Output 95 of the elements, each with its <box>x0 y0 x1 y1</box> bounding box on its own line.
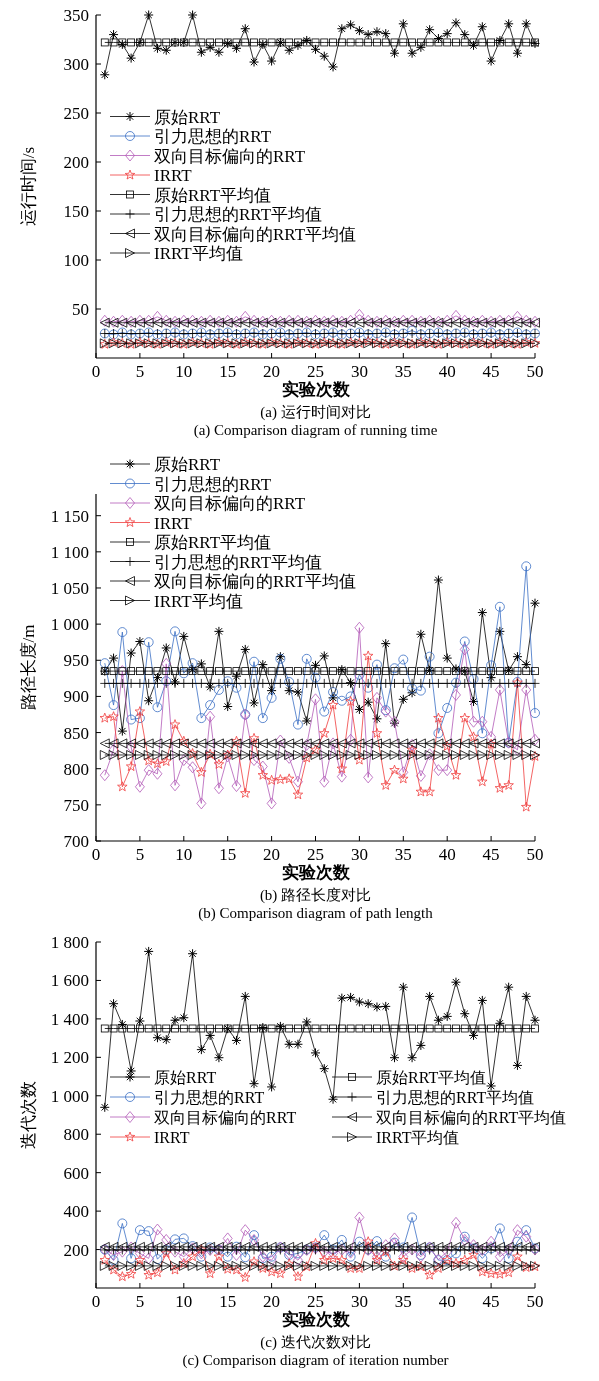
y-axis-title: 运行时间/s <box>19 146 38 227</box>
x-tick-label: 45 <box>482 1292 500 1311</box>
x-tick-label: 5 <box>135 362 145 381</box>
legend-label: 引力思想的RRT <box>154 474 272 494</box>
x-tick-label: 25 <box>307 1292 324 1311</box>
y-tick-label: 800 <box>63 759 89 779</box>
x-tick-label: 35 <box>394 362 412 381</box>
legend-label: 引力思想的RRT平均值 <box>376 1089 535 1106</box>
legend-label: 双向目标偏向的RRT平均值 <box>154 572 357 591</box>
x-tick-label: 0 <box>91 1292 101 1311</box>
legend-label: IRRT <box>154 166 193 185</box>
legend-label: 引力思想的RRT平均值 <box>154 205 323 224</box>
legend-label: IRRT <box>154 1129 190 1146</box>
x-axis-title: 实验次数 <box>281 1310 351 1329</box>
x-tick-label: 20 <box>263 845 281 864</box>
legend-label: IRRT平均值 <box>154 591 243 611</box>
text: (a) Comparison diagram of running time <box>193 422 438 439</box>
x-tick-label: 50 <box>526 1292 544 1311</box>
legend-label: 原始RRT平均值 <box>154 185 272 205</box>
x-tick-label: 40 <box>438 845 456 864</box>
text: (a) 运行时间对比 <box>260 404 371 421</box>
y-tick-label: 150 <box>63 202 89 221</box>
x-axis-title: 实验次数 <box>281 863 351 882</box>
y-tick-label: 1 600 <box>50 971 89 991</box>
x-tick-label: 50 <box>526 362 544 381</box>
y-tick-label: 1 150 <box>50 506 89 526</box>
y-tick-label: 350 <box>63 6 89 25</box>
legend-label: IRRT <box>154 513 193 533</box>
x-tick-label: 40 <box>438 362 456 381</box>
legend-label: 双向目标偏向的RRT <box>154 146 306 166</box>
y-tick-label: 700 <box>63 832 89 851</box>
x-tick-label: 15 <box>219 362 237 381</box>
x-tick-label: 0 <box>91 362 101 381</box>
x-tick-label: 30 <box>350 1292 368 1311</box>
y-tick-label: 250 <box>63 104 89 123</box>
y-tick-label: 200 <box>63 153 89 172</box>
x-tick-label: 30 <box>350 845 368 864</box>
x-tick-label: 40 <box>438 1292 456 1311</box>
y-tick-label: 100 <box>63 251 89 270</box>
x-tick-label: 5 <box>135 1292 145 1311</box>
text: (b) Comparison diagram of path length <box>198 905 434 922</box>
y-tick-label: 1 000 <box>50 615 89 635</box>
legend-label: 双向目标偏向的RRT平均值 <box>154 224 357 244</box>
x-tick-label: 10 <box>175 1292 193 1311</box>
legend-label: 引力思想的RRT平均值 <box>154 552 323 572</box>
x-tick-label: 20 <box>263 1292 281 1311</box>
y-tick-label: 750 <box>63 795 89 815</box>
legend-label: 原始RRT <box>154 1069 217 1086</box>
y-tick-label: 800 <box>63 1125 89 1145</box>
text: (c) 迭代次数对比 <box>260 1334 371 1351</box>
x-tick-label: 30 <box>350 362 368 381</box>
legend-label: 原始RRT <box>154 107 221 127</box>
x-axis-title: 实验次数 <box>281 380 351 399</box>
y-tick-label: 900 <box>63 687 89 707</box>
x-tick-label: 10 <box>175 845 193 864</box>
y-tick-label: 200 <box>63 1240 89 1260</box>
legend-label: 原始RRT平均值 <box>376 1069 487 1086</box>
legend-label: IRRT平均值 <box>376 1129 460 1146</box>
x-tick-label: 20 <box>263 362 281 381</box>
legend-label: 引力思想的RRT <box>154 127 272 146</box>
x-tick-label: 25 <box>307 362 324 381</box>
y-tick-label: 600 <box>63 1163 89 1183</box>
legend-label: 双向目标偏向的RRT平均值 <box>376 1109 567 1126</box>
legend-label: 原始RRT平均值 <box>154 533 272 552</box>
x-tick-label: 10 <box>175 362 193 381</box>
x-tick-label: 45 <box>482 845 500 864</box>
y-tick-label: 1 200 <box>50 1048 89 1068</box>
legend-label: 双向目标偏向的RRT <box>154 1109 297 1126</box>
y-tick-label: 300 <box>63 55 89 74</box>
y-tick-label: 1 800 <box>50 933 89 952</box>
x-tick-label: 0 <box>91 845 101 864</box>
y-axis-title: 迭代次数 <box>19 1081 38 1149</box>
x-tick-label: 35 <box>394 845 412 864</box>
y-tick-label: 1 100 <box>50 542 89 562</box>
y-axis-title: 路径长度/m <box>19 624 38 711</box>
y-tick-label: 850 <box>63 723 89 743</box>
legend-label: 双向目标偏向的RRT <box>154 494 306 513</box>
legend-label: 引力思想的RRT <box>154 1089 265 1106</box>
y-tick-label: 50 <box>72 300 89 319</box>
y-tick-label: 1 000 <box>50 1086 89 1106</box>
y-tick-label: 1 400 <box>50 1009 89 1029</box>
x-tick-label: 45 <box>482 362 500 381</box>
x-tick-label: 35 <box>394 1292 412 1311</box>
legend-label: IRRT平均值 <box>154 244 243 263</box>
legend-label: 原始RRT <box>154 455 221 474</box>
text: (c) Comparison diagram of iteration number <box>182 1352 449 1369</box>
x-tick-label: 15 <box>219 1292 237 1311</box>
text: (b) 路径长度对比 <box>259 887 372 904</box>
y-tick-label: 1 050 <box>50 578 89 598</box>
y-tick-label: 400 <box>63 1202 89 1222</box>
y-tick-label: 950 <box>63 651 89 671</box>
x-tick-label: 50 <box>526 845 544 864</box>
x-tick-label: 25 <box>307 845 324 864</box>
x-tick-label: 5 <box>135 845 145 864</box>
x-tick-label: 15 <box>219 845 237 864</box>
